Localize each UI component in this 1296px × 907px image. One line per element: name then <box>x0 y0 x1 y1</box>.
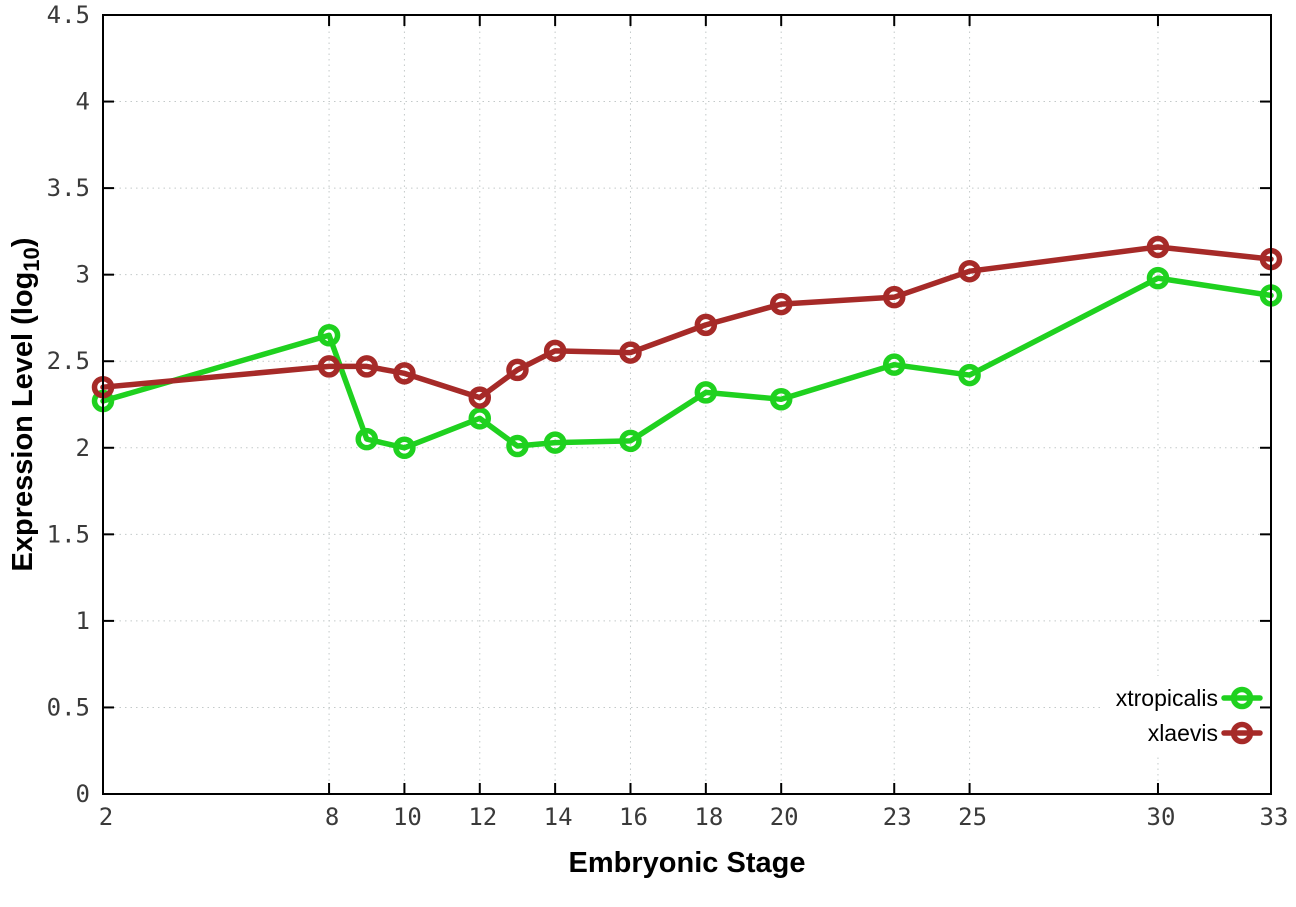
x-tick-label: 25 <box>958 803 987 831</box>
x-axis-title: Embryonic Stage <box>569 847 806 879</box>
legend-item-xlaevis: xlaevis <box>1148 720 1263 746</box>
x-tick-label: 10 <box>393 803 422 831</box>
plot-border <box>102 14 1272 795</box>
data-point-xlaevis <box>317 355 341 378</box>
y-tick-label: 0 <box>76 780 90 808</box>
tick-marks <box>102 14 1272 795</box>
data-point-xtropicalis <box>694 381 718 404</box>
legend-item-xtropicalis: xtropicalis <box>1116 685 1263 711</box>
y-tick-label: 2 <box>76 434 90 462</box>
x-tick-label: 2 <box>99 803 113 831</box>
series-xlaevis <box>91 235 1283 409</box>
legend: xtropicalis xlaevis <box>1116 685 1263 746</box>
data-point-xtropicalis <box>317 324 341 347</box>
data-point-xlaevis <box>882 285 906 309</box>
data-point-xtropicalis <box>1146 266 1170 290</box>
data-point-xlaevis <box>355 355 378 378</box>
data-point-xlaevis <box>958 259 981 283</box>
data-point-xtropicalis <box>506 434 529 458</box>
data-point-xlaevis <box>769 292 793 316</box>
legend-sample-marker-xlaevis <box>1230 721 1254 745</box>
data-point-xtropicalis <box>393 436 416 460</box>
data-point-xtropicalis <box>468 407 492 430</box>
y-tick-label: 3.5 <box>47 174 90 202</box>
data-point-xlaevis <box>1146 235 1170 259</box>
y-tick-label: 4 <box>76 88 90 116</box>
y-tick-label: 4.5 <box>47 1 90 29</box>
data-point-xtropicalis <box>882 353 906 376</box>
y-axis-title: Expression Level (log10) <box>7 238 44 572</box>
x-tick-label: 14 <box>544 803 573 831</box>
data-point-xlaevis <box>694 313 718 337</box>
y-tick-label: 3 <box>76 261 90 289</box>
x-tick-label: 12 <box>468 803 497 831</box>
data-point-xlaevis <box>543 339 567 363</box>
x-tick-label: 8 <box>325 803 339 831</box>
y-tick-label: 0.5 <box>47 693 90 721</box>
y-tick-label: 1 <box>76 607 90 635</box>
data-point-xtropicalis <box>355 427 378 451</box>
y-tick-label: 2.5 <box>47 347 90 375</box>
data-point-xtropicalis <box>958 363 981 387</box>
legend-label-xtropicalis: xtropicalis <box>1116 685 1218 711</box>
x-tick-label: 23 <box>883 803 912 831</box>
x-tick-label: 20 <box>770 803 799 831</box>
data-point-xlaevis <box>506 358 529 382</box>
data-point-xlaevis <box>619 341 642 364</box>
y-tick-label: 1.5 <box>47 520 90 548</box>
data-point-xtropicalis <box>619 429 642 453</box>
x-tick-label: 18 <box>694 803 723 831</box>
x-tick-label: 16 <box>619 803 648 831</box>
legend-sample-marker-xtropicalis <box>1230 686 1254 710</box>
legend-label-xlaevis: xlaevis <box>1148 720 1218 746</box>
data-point-xlaevis <box>468 386 492 409</box>
x-tick-label: 33 <box>1260 803 1289 831</box>
data-point-xlaevis <box>393 362 416 385</box>
data-point-xtropicalis <box>769 388 793 411</box>
x-tick-label: 30 <box>1147 803 1176 831</box>
data-point-xtropicalis <box>543 431 567 454</box>
